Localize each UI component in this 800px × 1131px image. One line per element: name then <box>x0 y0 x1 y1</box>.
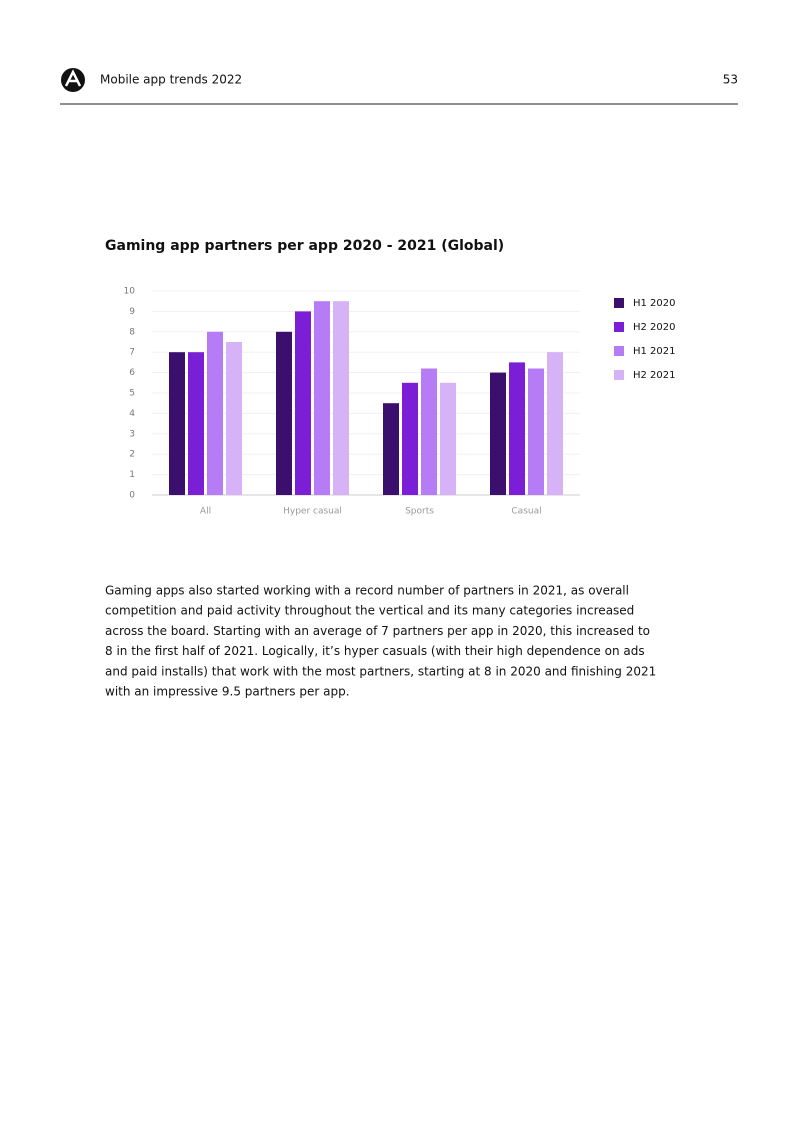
body-text: and paid installs) that work with the mo… <box>105 664 656 678</box>
bar <box>188 352 204 495</box>
bar <box>402 382 418 495</box>
header-title: Mobile app trends 2022 <box>100 73 242 87</box>
bar <box>490 372 506 495</box>
x-tick-label: Sports <box>405 507 434 517</box>
y-tick-label: 10 <box>124 287 136 297</box>
body-text: competition and paid activity throughout… <box>105 604 634 618</box>
body-text: with an impressive 9.5 partners per app. <box>105 685 350 699</box>
x-tick-label: Casual <box>511 507 541 517</box>
bar <box>440 382 456 495</box>
page-number: 53 <box>723 73 738 87</box>
body-text: 8 in the first half of 2021. Logically, … <box>105 644 645 658</box>
legend-swatch <box>614 346 624 356</box>
x-tick-label: Hyper casual <box>283 507 342 517</box>
body-text: across the board. Starting with an avera… <box>105 624 650 638</box>
legend-swatch <box>614 322 624 332</box>
bar <box>314 301 330 495</box>
y-tick-label: 3 <box>129 429 135 439</box>
legend-label: H2 2020 <box>633 322 676 333</box>
y-tick-label: 5 <box>129 389 135 399</box>
chart-title: Gaming app partners per app 2020 - 2021 … <box>105 238 504 254</box>
legend-label: H1 2020 <box>633 298 676 309</box>
y-tick-label: 6 <box>129 368 135 378</box>
legend-swatch <box>614 370 624 380</box>
bar <box>295 311 311 495</box>
y-tick-label: 9 <box>129 307 135 317</box>
bar <box>226 342 242 495</box>
bar <box>276 331 292 495</box>
y-tick-label: 4 <box>129 409 135 419</box>
bar <box>207 331 223 495</box>
y-tick-label: 2 <box>129 450 135 460</box>
bar <box>528 368 544 495</box>
legend-label: H1 2021 <box>633 346 676 357</box>
bar <box>509 362 525 495</box>
bar <box>383 403 399 495</box>
bar <box>421 368 437 495</box>
bar <box>169 352 185 495</box>
y-tick-label: 0 <box>129 491 135 501</box>
legend-label: H2 2021 <box>633 370 676 381</box>
bar <box>333 301 349 495</box>
y-tick-label: 1 <box>129 470 135 480</box>
x-tick-label: All <box>200 507 211 517</box>
y-tick-label: 7 <box>129 348 135 358</box>
body-text: Gaming apps also started working with a … <box>105 584 629 598</box>
y-tick-label: 8 <box>129 327 135 337</box>
logo-mark <box>64 69 82 87</box>
bar <box>547 352 563 495</box>
legend-swatch <box>614 298 624 308</box>
